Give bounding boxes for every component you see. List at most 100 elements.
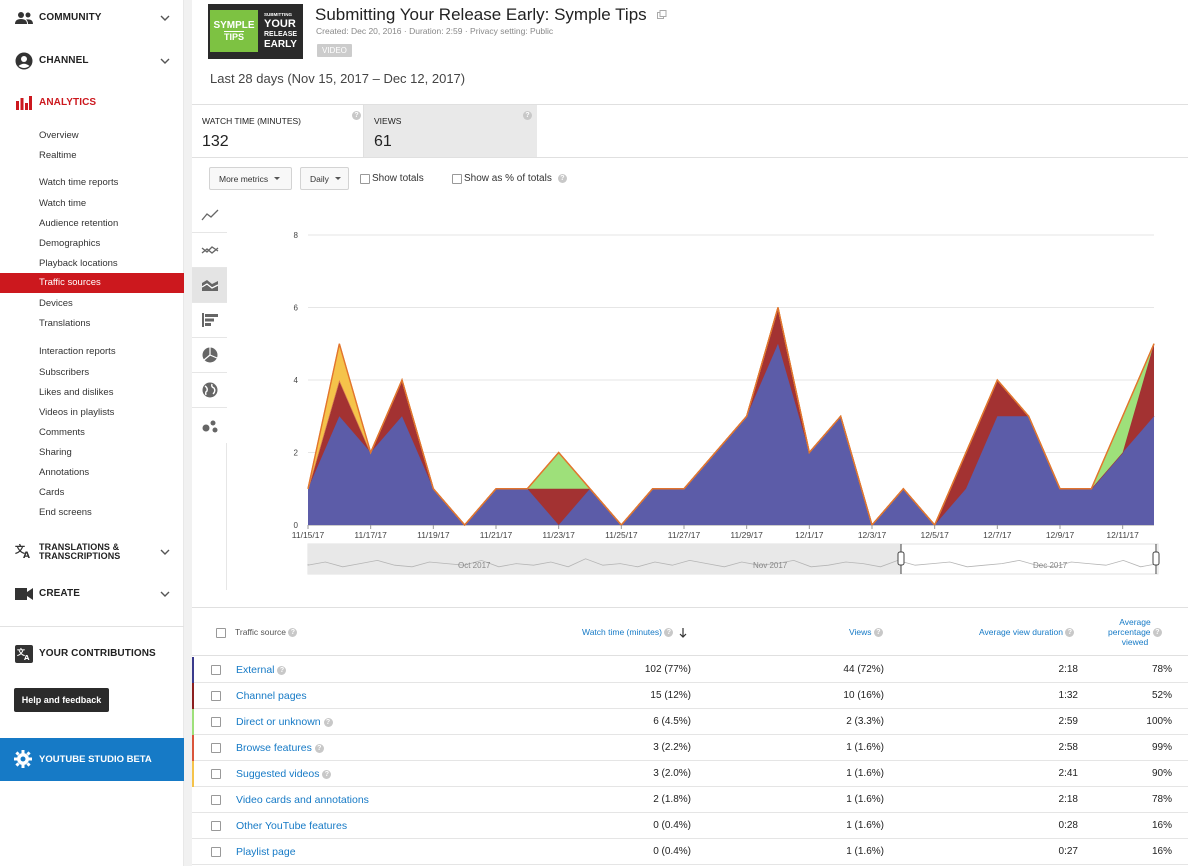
bubble-chart-button[interactable] (192, 408, 227, 443)
sidebar-item-demographics[interactable]: Demographics (39, 238, 101, 249)
help-icon[interactable]: ? (277, 665, 287, 675)
date-range-label[interactable]: Last 28 days (Nov 15, 2017 – Dec 12, 201… (210, 71, 466, 86)
select-all-checkbox[interactable] (216, 628, 226, 638)
header-avg-duration[interactable]: Average view duration ? (979, 627, 1075, 638)
checkbox[interactable] (452, 173, 462, 184)
avg-pct-cell: 52% (1151, 690, 1172, 701)
row-checkbox[interactable] (211, 717, 221, 727)
row-checkbox[interactable] (211, 795, 221, 805)
chart-navigator[interactable]: Oct 2017 Nov 2017 Dec 2017 (307, 543, 1160, 575)
header-avg-pct[interactable]: Average percentage ? viewed (1108, 617, 1162, 647)
sidebar-item-watch-time-reports[interactable]: Watch time reports (39, 177, 119, 188)
help-icon[interactable]: ? (323, 717, 333, 727)
sidebar-item-videos-in-playlists[interactable]: Videos in playlists (39, 407, 115, 418)
help-icon[interactable]: ? (1152, 628, 1162, 638)
row-checkbox[interactable] (211, 691, 221, 701)
sidebar-item-overview[interactable]: Overview (39, 130, 79, 141)
table-row[interactable]: Playlist page 0 (0.4%) 1 (1.6%) 0:27 16% (192, 839, 1188, 865)
row-checkbox[interactable] (211, 769, 221, 779)
metric-tab-watch-time[interactable]: WATCH TIME (MINUTES) 132 ? (192, 105, 364, 157)
video-title[interactable]: Submitting Your Release Early: Symple Ti… (315, 5, 667, 25)
header-views[interactable]: Views ? (849, 627, 883, 638)
area-series-0[interactable] (308, 343, 1154, 525)
sidebar-item-devices[interactable]: Devices (39, 298, 73, 309)
traffic-source-link[interactable]: Other YouTube features (236, 820, 347, 832)
line-chart-icon (201, 209, 218, 221)
sidebar-item-likes-dislikes[interactable]: Likes and dislikes (39, 387, 114, 398)
sidebar-item-watch-time[interactable]: Watch time (39, 198, 87, 209)
sidebar-item-interaction-reports[interactable]: Interaction reports (39, 346, 116, 357)
sidebar-item-realtime[interactable]: Realtime (39, 150, 77, 161)
metric-value: 132 (202, 133, 229, 150)
help-icon[interactable]: ? (1065, 628, 1075, 638)
traffic-source-link[interactable]: Video cards and annotations (236, 794, 369, 806)
stacked-area-chart-button[interactable] (192, 268, 227, 303)
table-row[interactable]: External ? 102 (77%) 44 (72%) 2:18 78% (192, 657, 1188, 683)
sidebar-item-traffic-sources[interactable]: Traffic sources (0, 273, 184, 293)
row-checkbox[interactable] (211, 821, 221, 831)
sidebar-section-community[interactable]: COMMUNITY (0, 8, 184, 28)
traffic-source-link[interactable]: External ? (236, 664, 287, 676)
traffic-source-link[interactable]: Playlist page (236, 846, 296, 858)
table-row[interactable]: Channel pages 15 (12%) 10 (16%) 1:32 52% (192, 683, 1188, 709)
help-icon[interactable]: ? (314, 743, 324, 753)
table-row[interactable]: Browse features ? 3 (2.2%) 1 (1.6%) 2:58 99% (192, 735, 1188, 761)
help-feedback-button[interactable]: Help and feedback (14, 688, 109, 712)
youtube-studio-beta-button[interactable]: YOUTUBE STUDIO BETA (0, 738, 184, 781)
more-metrics-dropdown[interactable]: More metrics (209, 167, 292, 190)
header-traffic-source[interactable]: Traffic source ? (235, 627, 298, 638)
sidebar-section-analytics[interactable]: ANALYTICS (0, 93, 184, 113)
bar-chart-button[interactable] (192, 303, 227, 338)
interval-dropdown[interactable]: Daily (300, 167, 349, 190)
row-checkbox[interactable] (211, 743, 221, 753)
traffic-source-link[interactable]: Direct or unknown ? (236, 716, 333, 728)
video-thumbnail[interactable]: SYMPLE TIPS SUBMITTING YOUR RELEASE EARL… (208, 4, 303, 59)
help-icon[interactable]: ? (523, 111, 532, 120)
traffic-source-link[interactable]: Channel pages (236, 690, 307, 702)
show-totals-checkbox[interactable]: Show totals (360, 173, 424, 184)
help-icon[interactable]: ? (557, 174, 567, 183)
help-icon[interactable]: ? (873, 628, 883, 638)
table-row[interactable]: Video cards and annotations 2 (1.8%) 1 (1.… (192, 787, 1188, 813)
row-checkbox[interactable] (211, 665, 221, 675)
avg-duration-cell: 2:41 (1058, 768, 1078, 779)
watch-time-cell: 0 (0.4%) (653, 846, 691, 857)
sidebar-item-annotations[interactable]: Annotations (39, 467, 90, 478)
table-row[interactable]: Other YouTube features 0 (0.4%) 1 (1.6%) 0:… (192, 813, 1188, 839)
navigator-handle-1[interactable] (1152, 551, 1160, 566)
open-external-icon[interactable] (657, 10, 667, 20)
table-row[interactable]: Direct or unknown ? 6 (4.5%) 2 (3.3%) 2:59 1… (192, 709, 1188, 735)
sidebar-item-translations[interactable]: Translations (39, 318, 91, 329)
sidebar-item-subscribers[interactable]: Subscribers (39, 367, 90, 378)
help-icon[interactable]: ? (288, 628, 298, 638)
table-row[interactable]: Suggested videos ? 3 (2.0%) 1 (1.6%) 2:41 90… (192, 761, 1188, 787)
sidebar-section-create[interactable]: CREATE (0, 584, 184, 604)
divider (192, 104, 1188, 105)
sidebar-item-sharing[interactable]: Sharing (39, 447, 72, 458)
header-watch-time[interactable]: Watch time (minutes) ? (582, 627, 687, 638)
show-pct-checkbox[interactable]: Show as % of totals? (452, 173, 567, 184)
traffic-source-link[interactable]: Suggested videos ? (236, 768, 332, 780)
area-series-1[interactable] (308, 307, 1154, 526)
help-icon[interactable]: ? (664, 628, 674, 638)
sidebar-item-end-screens[interactable]: End screens (39, 507, 92, 518)
navigator-handle-0[interactable] (897, 551, 905, 566)
pie-chart-button[interactable] (192, 338, 227, 373)
row-checkbox[interactable] (211, 847, 221, 857)
checkbox[interactable] (360, 173, 370, 184)
help-icon[interactable]: ? (322, 769, 332, 779)
sidebar-item-comments[interactable]: Comments (39, 427, 85, 438)
multi-line-chart-button[interactable] (192, 233, 227, 268)
map-chart-button[interactable] (192, 373, 227, 408)
sidebar-section-channel[interactable]: CHANNEL (0, 51, 184, 71)
sidebar-item-cards[interactable]: Cards (39, 487, 65, 498)
line-chart-button[interactable] (192, 198, 227, 233)
metric-tab-views[interactable]: VIEWS 61 ? (364, 105, 537, 157)
traffic-source-link[interactable]: Browse features ? (236, 742, 324, 754)
sidebar-item-playback-locations[interactable]: Playback locations (39, 258, 118, 269)
sort-descending-icon (679, 627, 687, 638)
help-icon[interactable]: ? (352, 111, 361, 120)
sidebar-item-audience-retention[interactable]: Audience retention (39, 218, 119, 229)
